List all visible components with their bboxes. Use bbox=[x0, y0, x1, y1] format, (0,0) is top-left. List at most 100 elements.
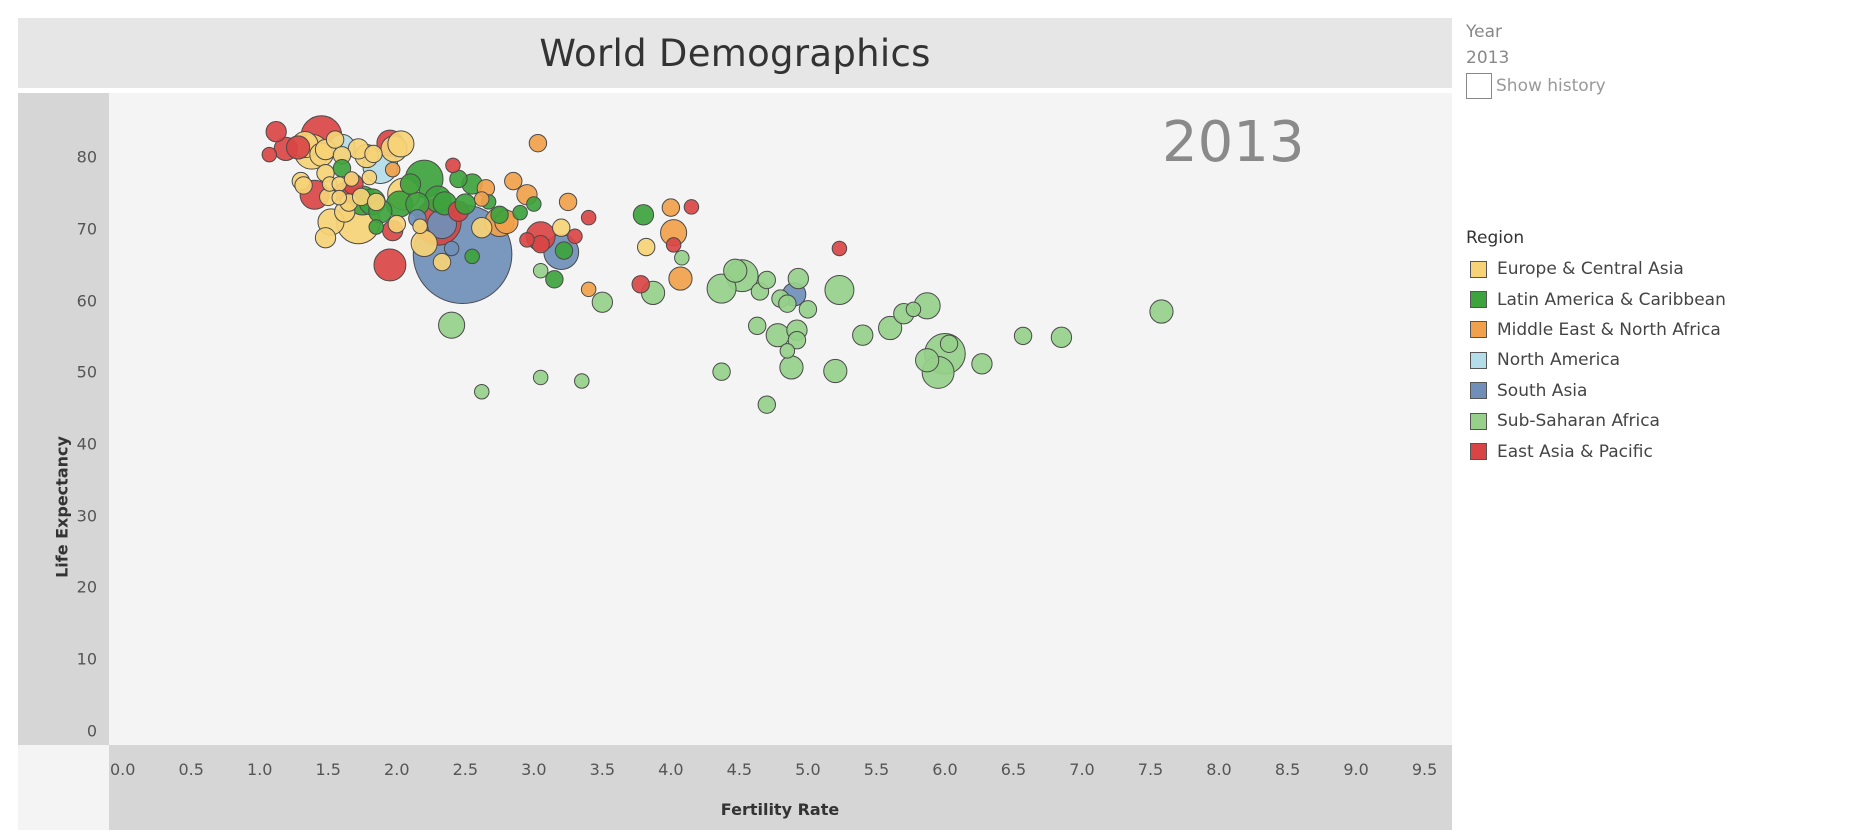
country-bubble[interactable] bbox=[779, 343, 796, 359]
country-bubble[interactable] bbox=[432, 252, 452, 272]
country-bubble[interactable] bbox=[798, 300, 818, 319]
country-bubble[interactable] bbox=[364, 144, 383, 164]
country-bubble[interactable] bbox=[261, 146, 278, 163]
country-bubble[interactable] bbox=[674, 250, 690, 266]
show-history-checkbox[interactable] bbox=[1466, 73, 1492, 99]
country-bubble[interactable] bbox=[331, 189, 347, 206]
y-tick-label: 20 bbox=[76, 577, 97, 597]
country-bubble[interactable] bbox=[528, 133, 548, 153]
country-bubble[interactable] bbox=[878, 315, 903, 341]
country-bubble[interactable] bbox=[471, 217, 493, 239]
country-bubble[interactable] bbox=[314, 227, 337, 249]
country-bubble[interactable] bbox=[824, 275, 855, 306]
country-bubble[interactable] bbox=[532, 262, 549, 279]
country-bubble[interactable] bbox=[410, 229, 438, 258]
country-bubble[interactable] bbox=[631, 275, 650, 294]
country-bubble[interactable] bbox=[399, 173, 422, 195]
country-bubble[interactable] bbox=[574, 373, 590, 389]
country-bubble[interactable] bbox=[765, 323, 790, 348]
country-bubble[interactable] bbox=[532, 369, 549, 386]
country-bubble[interactable] bbox=[723, 258, 748, 283]
country-bubble[interactable] bbox=[368, 219, 384, 235]
country-bubble[interactable] bbox=[637, 237, 656, 257]
country-bubble[interactable] bbox=[757, 395, 776, 414]
country-bubble[interactable] bbox=[504, 171, 523, 191]
legend-item[interactable]: Sub-Saharan Africa bbox=[1466, 406, 1846, 436]
country-bubble[interactable] bbox=[852, 324, 874, 346]
country-bubble[interactable] bbox=[779, 355, 804, 380]
x-tick-label: 7.0 bbox=[1069, 760, 1095, 779]
country-bubble[interactable] bbox=[325, 130, 345, 149]
country-bubble[interactable] bbox=[438, 311, 466, 339]
legend-item[interactable]: Latin America & Caribbean bbox=[1466, 284, 1846, 314]
country-bubble[interactable] bbox=[387, 130, 415, 158]
country-bubble[interactable] bbox=[1013, 326, 1033, 346]
legend-item[interactable]: South Asia bbox=[1466, 376, 1846, 406]
country-bubble[interactable] bbox=[545, 270, 564, 289]
country-bubble[interactable] bbox=[580, 209, 597, 226]
legend-item[interactable]: North America bbox=[1466, 345, 1846, 375]
country-bubble[interactable] bbox=[591, 291, 613, 313]
country-bubble[interactable] bbox=[905, 301, 922, 318]
country-bubble[interactable] bbox=[665, 237, 682, 253]
country-bubble[interactable] bbox=[265, 121, 287, 143]
country-bubble[interactable] bbox=[387, 214, 406, 234]
country-bubble[interactable] bbox=[971, 353, 993, 375]
country-bubble[interactable] bbox=[373, 248, 407, 282]
x-tick-label: 5.0 bbox=[795, 760, 821, 779]
country-bubble[interactable] bbox=[567, 228, 583, 245]
country-bubble[interactable] bbox=[787, 267, 809, 290]
country-bubble[interactable] bbox=[454, 193, 476, 215]
country-bubble[interactable] bbox=[445, 157, 461, 174]
country-bubble[interactable] bbox=[531, 234, 550, 254]
country-bubble[interactable] bbox=[706, 273, 737, 304]
country-bubble[interactable] bbox=[632, 204, 655, 226]
country-bubble[interactable] bbox=[778, 294, 797, 313]
country-bubble[interactable] bbox=[558, 192, 578, 212]
country-bubble[interactable] bbox=[464, 248, 480, 265]
country-bubble[interactable] bbox=[915, 348, 940, 373]
year-filter-value[interactable]: 2013 bbox=[1466, 48, 1510, 68]
country-bubble[interactable] bbox=[712, 362, 731, 381]
country-bubble[interactable] bbox=[831, 240, 848, 257]
country-bubble[interactable] bbox=[748, 316, 767, 336]
y-tick-label: 70 bbox=[76, 219, 97, 239]
country-bubble[interactable] bbox=[787, 330, 807, 350]
country-bubble[interactable] bbox=[412, 218, 428, 235]
country-bubble[interactable] bbox=[294, 176, 313, 195]
country-bubble[interactable] bbox=[668, 266, 693, 291]
legend-label: South Asia bbox=[1497, 380, 1588, 401]
country-bubble[interactable] bbox=[1149, 299, 1174, 324]
country-bubble[interactable] bbox=[286, 135, 311, 160]
country-bubble[interactable] bbox=[490, 205, 509, 225]
country-bubble[interactable] bbox=[384, 161, 401, 178]
country-bubble[interactable] bbox=[939, 334, 959, 353]
country-bubble[interactable] bbox=[554, 241, 574, 260]
country-bubble[interactable] bbox=[519, 232, 535, 248]
dashboard-title-bar: World Demographics bbox=[18, 18, 1452, 88]
show-history-label[interactable]: Show history bbox=[1496, 76, 1606, 96]
country-bubble[interactable] bbox=[526, 196, 542, 212]
country-bubble[interactable] bbox=[683, 199, 700, 215]
legend-item[interactable]: Europe & Central Asia bbox=[1466, 254, 1846, 284]
country-bubble[interactable] bbox=[443, 240, 460, 257]
country-bubble[interactable] bbox=[552, 218, 571, 237]
legend-item[interactable]: East Asia & Pacific bbox=[1466, 436, 1846, 466]
country-bubble[interactable] bbox=[367, 192, 386, 212]
country-bubble[interactable] bbox=[661, 198, 681, 217]
x-tick-label: 6.5 bbox=[1000, 760, 1027, 779]
country-bubble[interactable] bbox=[474, 191, 490, 207]
x-tick-label: 0.5 bbox=[178, 760, 204, 779]
country-bubble[interactable] bbox=[512, 204, 528, 221]
country-bubble[interactable] bbox=[823, 358, 848, 384]
country-bubble[interactable] bbox=[343, 171, 360, 187]
country-bubble[interactable] bbox=[757, 270, 776, 290]
country-bubble[interactable] bbox=[580, 281, 597, 298]
legend-item[interactable]: Middle East & North Africa bbox=[1466, 315, 1846, 345]
x-tick-label: 3.5 bbox=[589, 760, 616, 779]
country-bubble[interactable] bbox=[361, 169, 378, 186]
country-bubble[interactable] bbox=[1050, 326, 1073, 348]
x-tick-label: 9.5 bbox=[1411, 760, 1438, 779]
country-bubble[interactable] bbox=[474, 384, 490, 400]
show-history-toggle[interactable]: Show history bbox=[1466, 73, 1846, 99]
